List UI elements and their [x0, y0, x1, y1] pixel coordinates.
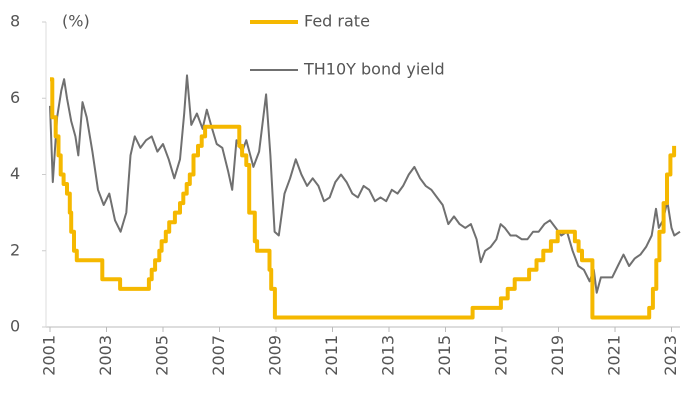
series-line: [49, 74, 681, 294]
x-tick-label: 2009: [266, 335, 285, 376]
y-tick-label: 2: [10, 240, 20, 259]
x-tick-label: 2017: [492, 335, 511, 376]
x-tick-label: 2013: [379, 335, 398, 376]
legend-label: Fed rate: [304, 12, 370, 31]
x-tick-label: 2007: [209, 335, 228, 376]
legend-label: TH10Y bond yield: [303, 60, 445, 79]
x-tick-label: 2023: [661, 335, 680, 376]
x-tick-label: 2019: [548, 335, 567, 376]
x-tick-label: 2015: [435, 335, 454, 376]
x-tick-label: 2011: [322, 335, 341, 376]
x-tick-label: 2005: [153, 335, 172, 376]
y-tick-label: 8: [10, 12, 20, 31]
y-tick-label: 4: [10, 164, 20, 183]
series-line: [50, 77, 677, 320]
x-tick-label: 2001: [40, 335, 59, 376]
x-tick-label: 2021: [605, 335, 624, 376]
y-tick-label: 6: [10, 88, 20, 107]
y-axis-label: (%): [62, 12, 90, 31]
x-tick-label: 2003: [96, 335, 115, 376]
y-tick-label: 0: [10, 317, 20, 336]
